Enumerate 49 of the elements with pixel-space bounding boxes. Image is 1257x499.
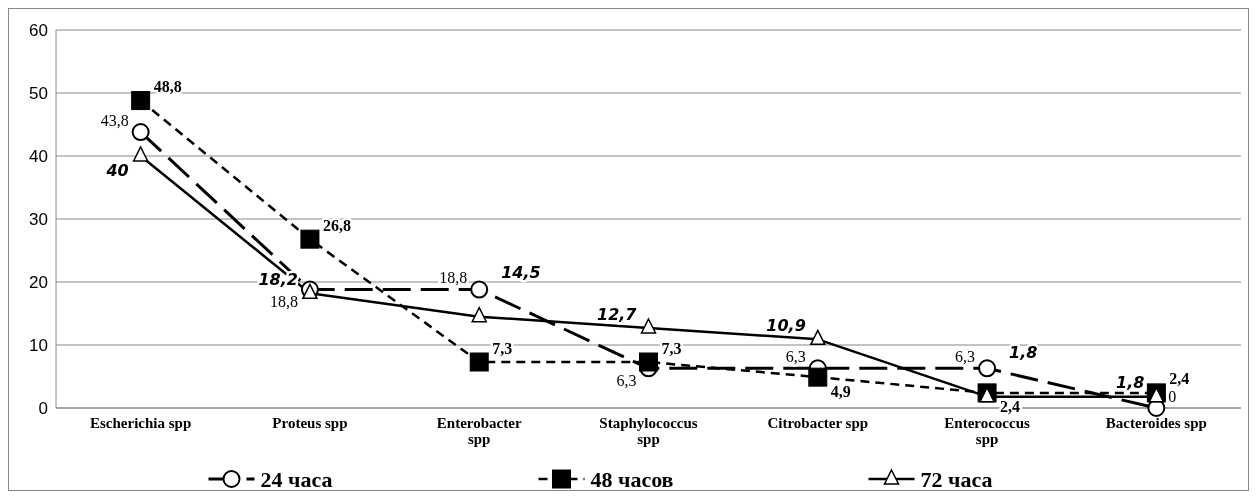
data-label: 18,8 bbox=[439, 269, 468, 287]
point bbox=[132, 146, 149, 162]
point bbox=[808, 367, 828, 387]
x-tick-label: Enterobacter spp bbox=[436, 415, 522, 447]
y-tick-label: 50 bbox=[29, 83, 48, 103]
point bbox=[300, 229, 320, 249]
y-tick-label: 30 bbox=[29, 209, 48, 229]
point bbox=[639, 352, 658, 372]
x-tick-label: Enterococcus spp bbox=[944, 415, 1030, 447]
point bbox=[131, 123, 150, 142]
data-label: 0 bbox=[1168, 387, 1177, 405]
legend-label: 48 часов bbox=[590, 466, 674, 492]
data-label: 7,3 bbox=[661, 339, 682, 357]
data-label: 6,3 bbox=[785, 347, 806, 365]
legend-label: 24 часа bbox=[260, 466, 333, 492]
data-label: 14,5 bbox=[501, 263, 541, 283]
data-label: 4,9 bbox=[830, 382, 851, 400]
point bbox=[471, 306, 487, 323]
data-label: 10,9 bbox=[766, 315, 806, 335]
data-label: 18,8 bbox=[269, 293, 298, 311]
data-label: 6,3 bbox=[955, 347, 976, 365]
data-label: 1,8 bbox=[1116, 373, 1145, 393]
data-label: 40 bbox=[105, 160, 129, 180]
data-label: 7,3 bbox=[492, 339, 513, 357]
data-label: 12,7 bbox=[597, 304, 638, 324]
point bbox=[810, 329, 826, 346]
x-tick-label: Proteus spp bbox=[272, 415, 348, 431]
data-label: 6,3 bbox=[616, 371, 637, 389]
x-tick-label: Staphylococcus spp bbox=[599, 415, 698, 447]
x-tick-label: Bacteroides spp bbox=[1105, 415, 1207, 431]
point bbox=[469, 352, 489, 372]
x-tick-label: Escherichia spp bbox=[90, 415, 192, 431]
point bbox=[470, 280, 489, 299]
y-tick-label: 60 bbox=[29, 20, 48, 40]
point bbox=[978, 359, 997, 378]
data-label: 1,8 bbox=[1009, 343, 1038, 363]
point bbox=[640, 318, 657, 334]
data-label: 43,8 bbox=[100, 111, 129, 129]
y-tick-label: 0 bbox=[38, 398, 48, 418]
data-label: 48,8 bbox=[153, 78, 182, 96]
data-label: 26,8 bbox=[322, 216, 351, 234]
y-tick-label: 20 bbox=[29, 272, 48, 292]
data-label: 2,4 bbox=[1000, 398, 1021, 416]
legend-label: 72 часа bbox=[920, 466, 993, 492]
y-tick-label: 10 bbox=[29, 335, 48, 355]
y-tick-label: 40 bbox=[29, 146, 48, 166]
x-tick-label: Citrobacter spp bbox=[767, 415, 869, 431]
point bbox=[131, 91, 151, 111]
data-label: 2,4 bbox=[1169, 370, 1190, 388]
